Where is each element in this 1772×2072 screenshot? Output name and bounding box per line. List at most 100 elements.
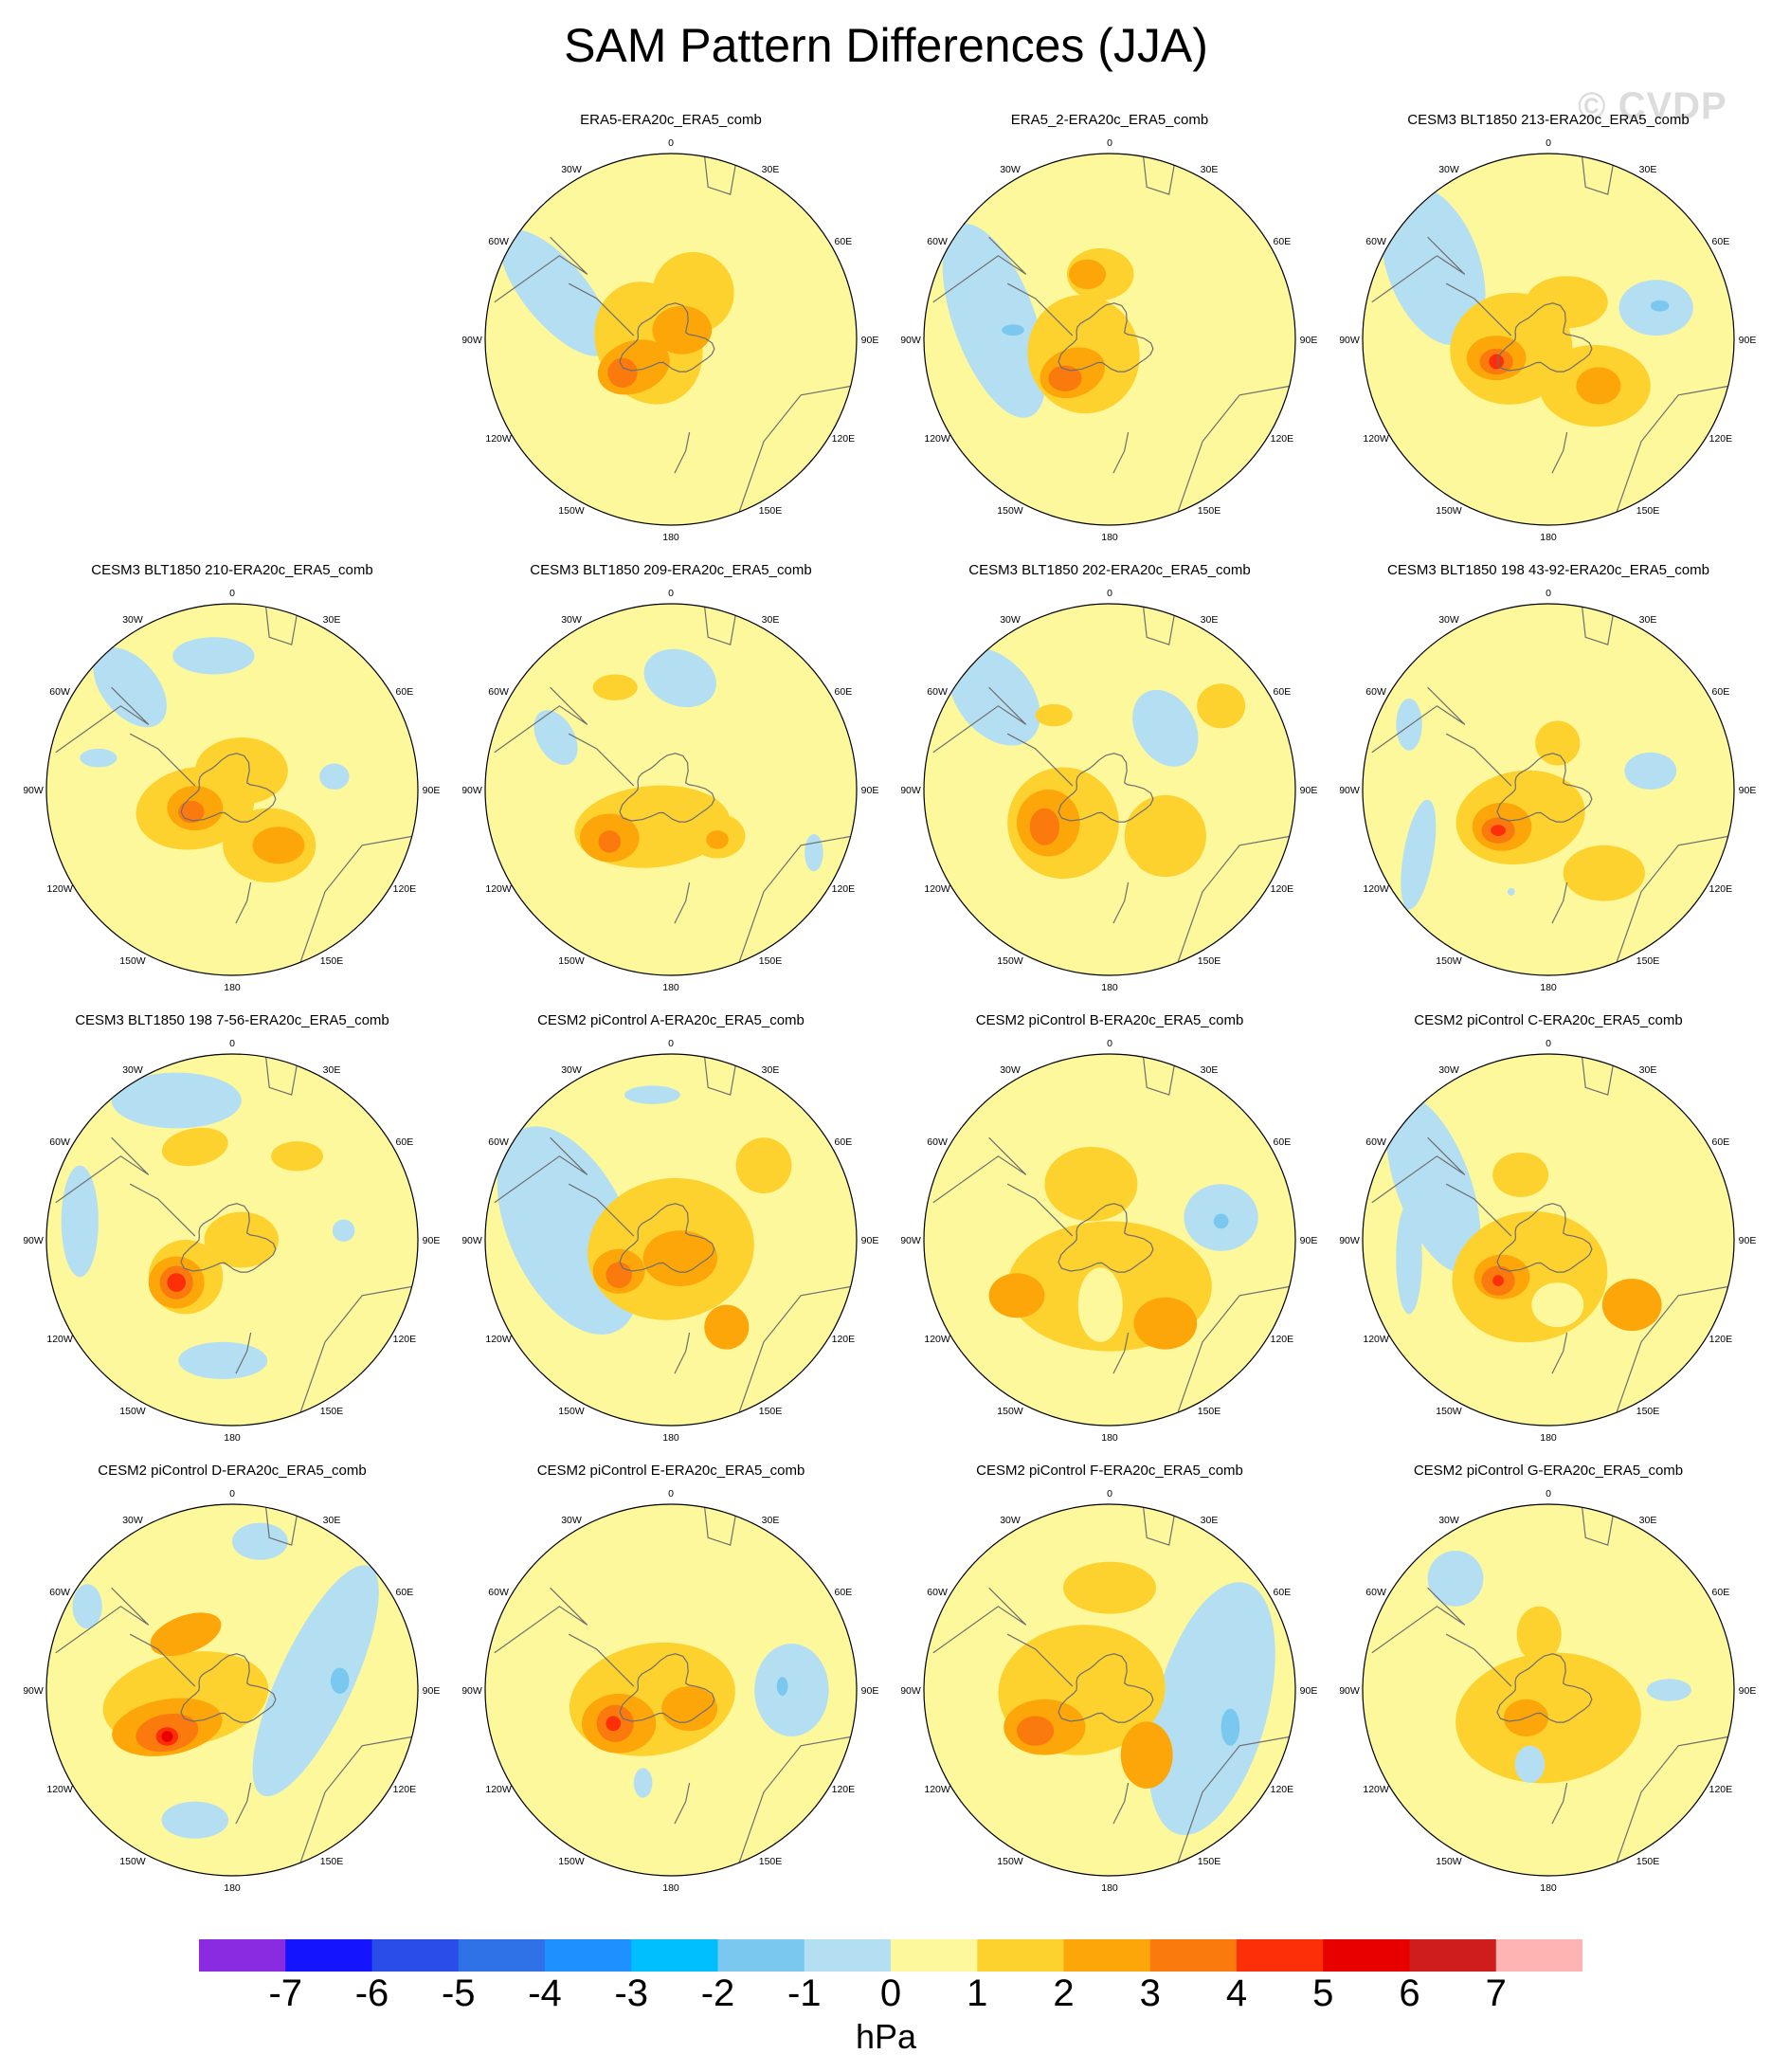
- contour-region: [776, 1677, 788, 1696]
- antarctica-coast: [1496, 1653, 1593, 1723]
- australia-coast: [297, 1736, 415, 1873]
- contour-region: [232, 1522, 288, 1560]
- map-panel: CESM2 piControl A-ERA20c_ERA5_comb 0 30E 60…: [462, 1012, 879, 1458]
- longitude-label: 90W: [901, 1235, 921, 1246]
- contour-region: [1385, 1096, 1481, 1273]
- map-border: [484, 153, 858, 526]
- colorbar-swatch: [285, 1939, 372, 1972]
- longitude-label: 180: [662, 1882, 679, 1894]
- panel-title: CESM2 piControl F-ERA20c_ERA5_comb: [976, 1463, 1243, 1479]
- longitude-label: 30E: [1201, 1515, 1219, 1526]
- south-america-coast: [494, 1136, 588, 1204]
- map-border: [1362, 1053, 1735, 1427]
- longitude-label: 30W: [1438, 1064, 1459, 1076]
- colorbar-ticks: -7 -6 -5 -4 -3 -2 -1 0 1 2 3 4 5 6 7: [0, 1972, 1772, 2019]
- longitude-label: 120W: [485, 1334, 512, 1345]
- contour-region: [607, 357, 638, 388]
- contour-region: [1492, 1152, 1548, 1197]
- longitude-label: 60E: [396, 1136, 414, 1148]
- longitude-label: 180: [224, 1432, 241, 1444]
- longitude-label: 30W: [122, 1064, 143, 1076]
- contour-region: [1077, 1267, 1123, 1342]
- new-zealand-coast: [1551, 1332, 1568, 1374]
- peninsula-coast: [129, 1633, 196, 1687]
- south-america-coast: [494, 686, 588, 754]
- colorbar-tick-label: 2: [1053, 1972, 1075, 2014]
- australia-coast: [1174, 385, 1293, 522]
- longitude-label: 120E: [1271, 1334, 1294, 1345]
- longitude-label: 30E: [762, 164, 780, 175]
- longitude-label: 150W: [997, 1856, 1023, 1867]
- new-zealand-coast: [1112, 1782, 1130, 1825]
- longitude-label: 90E: [1300, 335, 1318, 346]
- longitude-label: 90W: [24, 785, 44, 796]
- contour-region: [1197, 683, 1246, 729]
- peninsula-coast: [1445, 282, 1512, 336]
- longitude-label: 30W: [561, 1515, 582, 1526]
- polar-map: 0 30E 60E 90E 120E 150E 180 150W 120W 90W 60W 30W: [462, 588, 878, 993]
- longitude-label: 120W: [1363, 883, 1389, 895]
- longitude-label: 30E: [1201, 614, 1219, 626]
- longitude-label: 60W: [1365, 1136, 1386, 1148]
- longitude-label: 60E: [1274, 1136, 1292, 1148]
- new-zealand-coast: [1112, 1332, 1130, 1374]
- longitude-label: 0: [668, 588, 674, 599]
- longitude-label: 90W: [24, 1235, 44, 1246]
- contour-region: [949, 647, 1040, 746]
- contour-region: [606, 1716, 622, 1732]
- antarctica-coast: [1496, 753, 1593, 823]
- contour-region: [754, 1644, 829, 1736]
- coastlines: [1371, 1504, 1731, 1873]
- longitude-label: 60W: [927, 686, 948, 698]
- contour-region: [111, 1072, 242, 1129]
- australia-coast: [735, 1285, 854, 1423]
- australia-coast: [1613, 385, 1731, 522]
- peninsula-coast: [568, 733, 635, 787]
- coastlines: [1371, 154, 1731, 522]
- africa-coast: [264, 604, 298, 645]
- contour-region: [1396, 1202, 1422, 1315]
- longitude-label: 30E: [1639, 1064, 1657, 1076]
- colorbar-swatch: [717, 1939, 805, 1972]
- new-zealand-coast: [235, 1782, 252, 1825]
- figure-title: SAM Pattern Differences (JJA): [564, 19, 1208, 72]
- polar-map: 0 30E 60E 90E 120E 150E 180 150W 120W 90W 60W 30W: [462, 1038, 878, 1444]
- colorbar-swatch: [1323, 1939, 1410, 1972]
- map-border: [923, 153, 1296, 526]
- africa-coast: [1142, 1054, 1176, 1096]
- coastlines: [932, 604, 1293, 972]
- contour-region: [704, 1304, 750, 1350]
- peninsula-coast: [568, 282, 635, 336]
- coastlines: [494, 1054, 854, 1423]
- longitude-label: 90W: [901, 335, 921, 346]
- contour-region: [1601, 1279, 1662, 1332]
- contour-region: [271, 1141, 324, 1172]
- contour-region: [988, 1273, 1045, 1318]
- map-panel: CESM2 piControl D-ERA20c_ERA5_comb 0 30E 60…: [24, 1463, 441, 1908]
- south-america-coast: [55, 1136, 150, 1204]
- new-zealand-coast: [674, 1332, 691, 1374]
- longitude-label: 120W: [46, 883, 73, 895]
- contour-region: [178, 1341, 268, 1379]
- australia-coast: [735, 1736, 854, 1873]
- panel-title: CESM3 BLT1850 210-ERA20c_ERA5_comb: [91, 562, 373, 578]
- panel-title: CESM2 piControl A-ERA20c_ERA5_comb: [537, 1012, 805, 1028]
- longitude-label: 60E: [396, 686, 414, 698]
- longitude-label: 60W: [49, 1136, 70, 1148]
- contour-region: [643, 648, 716, 708]
- map-border: [484, 603, 858, 976]
- longitude-label: 30E: [762, 614, 780, 626]
- longitude-label: 120W: [1363, 1334, 1389, 1345]
- contour-region: [72, 1584, 102, 1629]
- longitude-label: 120E: [1271, 883, 1294, 895]
- australia-coast: [735, 835, 854, 972]
- longitude-label: 120E: [393, 1334, 417, 1345]
- longitude-label: 150W: [1436, 1406, 1462, 1417]
- longitude-label: 120W: [924, 1334, 950, 1345]
- longitude-label: 90E: [1739, 335, 1757, 346]
- longitude-label: 150E: [1636, 1856, 1660, 1867]
- longitude-label: 150E: [1636, 505, 1660, 517]
- contour-region: [1044, 1147, 1138, 1222]
- contour-region: [533, 710, 578, 765]
- colorbar-tick-label: -2: [700, 1972, 735, 2014]
